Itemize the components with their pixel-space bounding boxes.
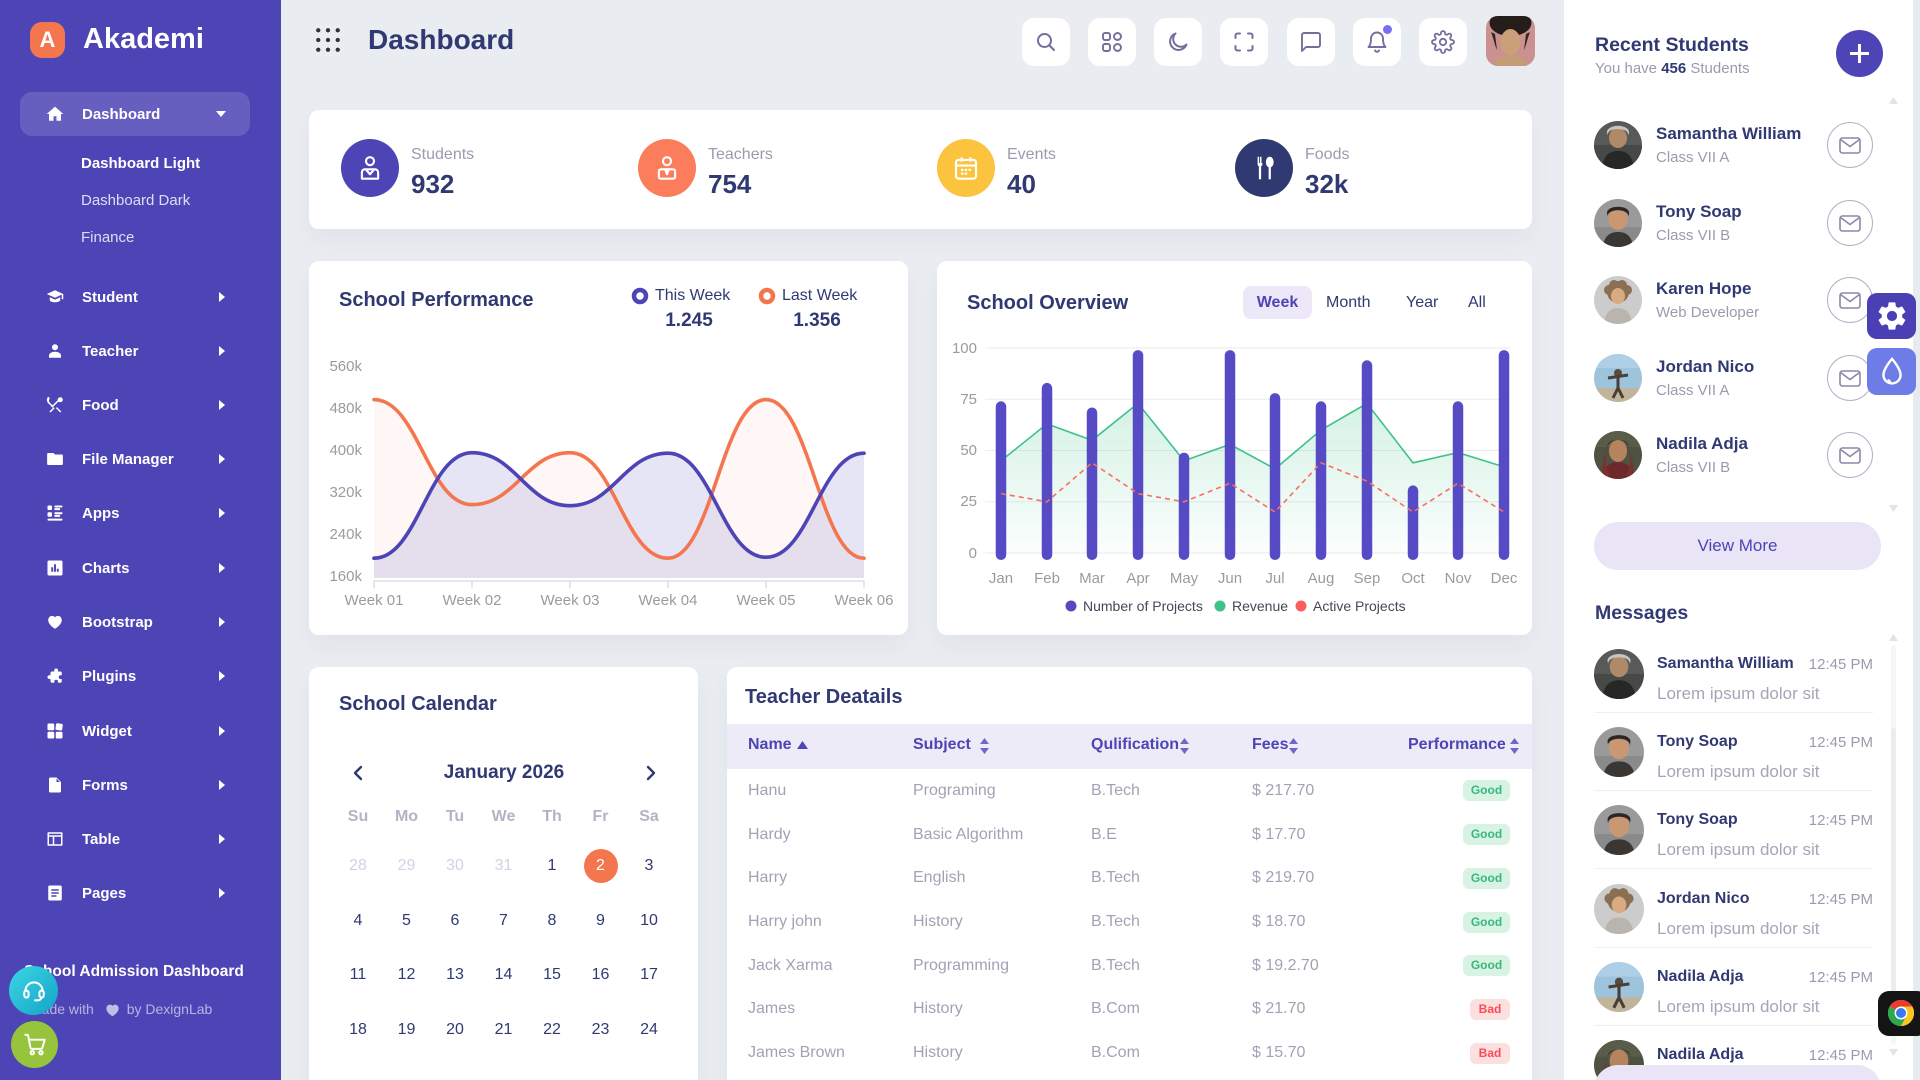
svg-text:Revenue: Revenue bbox=[1232, 598, 1288, 614]
svg-text:Week 04: Week 04 bbox=[639, 592, 698, 609]
svg-text:75: 75 bbox=[960, 391, 977, 408]
svg-text:100: 100 bbox=[952, 340, 977, 357]
svg-text:Week 02: Week 02 bbox=[443, 592, 502, 609]
svg-text:Dec: Dec bbox=[1491, 570, 1518, 587]
svg-text:320k: 320k bbox=[329, 484, 362, 501]
svg-text:Sep: Sep bbox=[1354, 570, 1381, 587]
svg-text:Week 01: Week 01 bbox=[345, 592, 404, 609]
svg-text:560k: 560k bbox=[329, 358, 362, 375]
svg-text:Week 05: Week 05 bbox=[737, 592, 796, 609]
svg-text:25: 25 bbox=[960, 493, 977, 510]
svg-text:240k: 240k bbox=[329, 526, 362, 543]
svg-text:Nov: Nov bbox=[1445, 570, 1472, 587]
svg-text:Number of Projects: Number of Projects bbox=[1083, 598, 1203, 614]
svg-text:May: May bbox=[1170, 570, 1199, 587]
svg-text:Week 03: Week 03 bbox=[541, 592, 600, 609]
svg-text:Active Projects: Active Projects bbox=[1313, 598, 1406, 614]
svg-text:50: 50 bbox=[960, 442, 977, 459]
svg-text:0: 0 bbox=[969, 545, 977, 562]
svg-text:Jul: Jul bbox=[1265, 570, 1284, 587]
svg-text:Mar: Mar bbox=[1079, 570, 1105, 587]
svg-text:400k: 400k bbox=[329, 442, 362, 459]
svg-text:Aug: Aug bbox=[1308, 570, 1335, 587]
svg-text:Week 06: Week 06 bbox=[835, 592, 894, 609]
svg-text:Jan: Jan bbox=[989, 570, 1013, 587]
svg-text:480k: 480k bbox=[329, 400, 362, 417]
svg-text:Feb: Feb bbox=[1034, 570, 1060, 587]
svg-text:Oct: Oct bbox=[1401, 570, 1425, 587]
svg-text:160k: 160k bbox=[329, 568, 362, 585]
svg-text:Apr: Apr bbox=[1126, 570, 1149, 587]
svg-text:Jun: Jun bbox=[1218, 570, 1242, 587]
